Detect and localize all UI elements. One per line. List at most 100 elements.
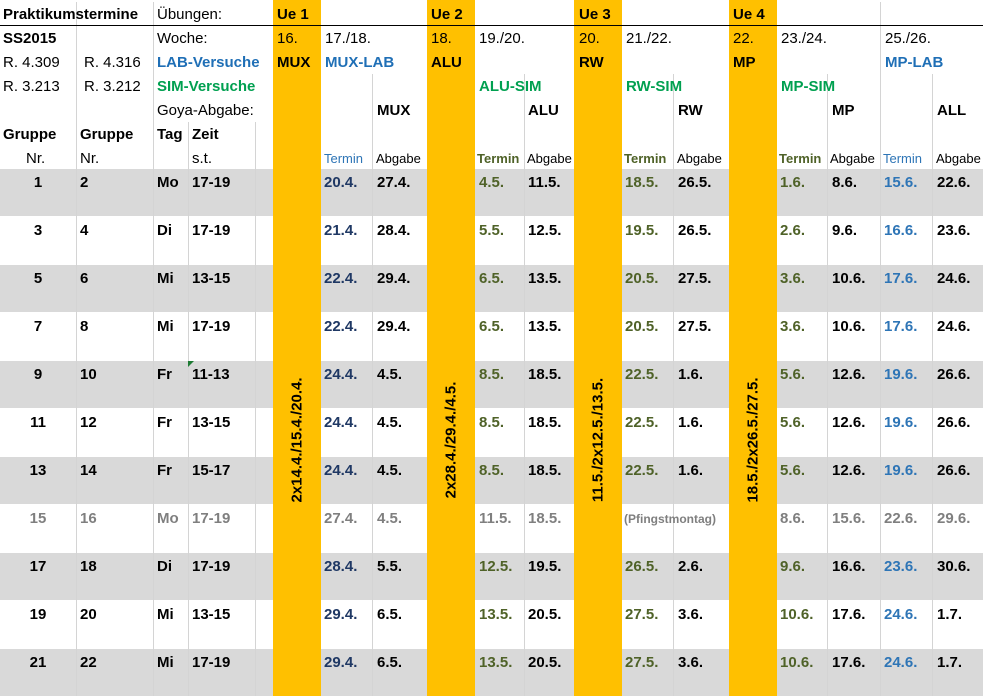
alu-abgabe: 20.5.	[528, 606, 562, 623]
group-number-2: 20	[80, 606, 97, 623]
mp-lab-abgabe: 1.7.	[937, 654, 963, 671]
gruppe-header-2: Gruppe	[80, 126, 134, 143]
mp-termin: 1.6.	[780, 174, 806, 191]
mp-termin: 9.6.	[780, 558, 806, 575]
mux-termin: 22.4.	[324, 270, 358, 287]
mp-termin: 3.6.	[780, 270, 806, 287]
gridline	[188, 122, 189, 696]
nr-header-2: Nr.	[80, 150, 100, 167]
mp-abgabe: 12.6.	[832, 414, 866, 431]
mp-termin: 3.6.	[780, 318, 806, 335]
mux-termin: 20.4.	[324, 174, 358, 191]
cell-comment-marker	[188, 361, 194, 367]
group-number-1: 1	[33, 174, 43, 191]
header-separator	[0, 25, 983, 26]
alu-termin: 8.5.	[479, 462, 505, 479]
mux-abgabe: 28.4.	[377, 222, 411, 239]
day-cell: Di	[157, 558, 172, 575]
topic-alu-sim: ALU-SIM	[479, 78, 542, 95]
mp-lab-abgabe: 24.6.	[937, 270, 971, 287]
group-number-1: 5	[33, 270, 43, 287]
gridline	[673, 74, 674, 696]
rw-termin: 22.5.	[625, 366, 659, 383]
mp-lab-abgabe: 29.6.	[937, 510, 971, 527]
mp-lab-abgabe: 30.6.	[937, 558, 971, 575]
mux-termin: 29.4.	[324, 654, 358, 671]
mp-lab-abgabe: 26.6.	[937, 366, 971, 383]
semester-label: SS2015	[3, 30, 57, 47]
mux-abgabe: 4.5.	[377, 366, 403, 383]
topic-rw-sim: RW-SIM	[626, 78, 683, 95]
rw-abgabe: 3.6.	[678, 606, 704, 623]
room-sim-b: R. 3.212	[84, 78, 141, 95]
row-band	[0, 457, 983, 504]
ue3-column	[574, 0, 622, 696]
alu-abgabe: 18.5.	[528, 366, 562, 383]
alu-termin: 13.5.	[479, 654, 513, 671]
mp-lab-termin: 19.6.	[884, 414, 918, 431]
gridline	[827, 74, 828, 696]
sheet-title: Praktikumstermine	[3, 6, 139, 23]
termin-header: Termin	[324, 151, 364, 166]
alu-termin: 4.5.	[479, 174, 505, 191]
time-cell: 17-19	[192, 558, 231, 575]
alu-abgabe: 18.5.	[528, 462, 562, 479]
lab-versuche-label: LAB-Versuche	[157, 54, 260, 71]
week-16: 16.	[277, 30, 298, 47]
rw-termin: 18.5.	[625, 174, 659, 191]
time-cell: 13-15	[192, 270, 231, 287]
ue3-dates: 11.5./2x12.5./13.5.	[589, 377, 607, 503]
mux-abgabe: 4.5.	[377, 414, 403, 431]
abgabe-header: Abgabe	[677, 151, 722, 166]
mp-termin: 2.6.	[780, 222, 806, 239]
week-21-22: 21./22.	[626, 30, 672, 47]
tag-header: Tag	[157, 126, 183, 143]
gridline	[372, 74, 373, 696]
goya-all: ALL	[937, 102, 967, 119]
alu-termin: 8.5.	[479, 366, 505, 383]
ue2-dates: 2x28.4./29.4./4.5.	[442, 381, 460, 499]
day-cell: Mi	[157, 270, 174, 287]
mux-abgabe: 27.4.	[377, 174, 411, 191]
mp-lab-abgabe: 1.7.	[937, 606, 963, 623]
mux-termin: 29.4.	[324, 606, 358, 623]
rw-abgabe: 3.6.	[678, 654, 704, 671]
goya-mux: MUX	[377, 102, 411, 119]
day-cell: Fr	[157, 414, 172, 431]
day-cell: Fr	[157, 462, 172, 479]
mux-termin: 27.4.	[324, 510, 358, 527]
goya-rw: RW	[678, 102, 703, 119]
alu-termin: 8.5.	[479, 414, 505, 431]
day-cell: Fr	[157, 366, 172, 383]
mp-termin: 5.6.	[780, 462, 806, 479]
alu-termin: 11.5.	[479, 510, 512, 527]
ue1-header: Ue 1	[277, 6, 309, 23]
group-number-1: 19	[29, 606, 47, 623]
group-number-2: 4	[80, 222, 89, 239]
mux-abgabe: 6.5.	[377, 606, 403, 623]
rw-termin: 22.5.	[625, 462, 659, 479]
mux-abgabe: 29.4.	[377, 318, 411, 335]
mux-termin: 21.4.	[324, 222, 358, 239]
mp-termin: 8.6.	[780, 510, 806, 527]
mp-lab-termin: 22.6.	[884, 510, 918, 527]
row-band	[0, 553, 983, 600]
termin-header: Termin	[477, 151, 520, 166]
time-cell: 17-19	[192, 318, 231, 335]
mp-lab-abgabe: 24.6.	[937, 318, 971, 335]
group-number-2: 16	[80, 510, 97, 527]
gridline	[255, 122, 256, 696]
group-number-2: 12	[80, 414, 97, 431]
time-cell: 13-15	[192, 414, 231, 431]
group-number-2: 22	[80, 654, 97, 671]
mp-abgabe: 17.6.	[832, 606, 866, 623]
alu-abgabe: 13.5.	[528, 318, 562, 335]
alu-termin: 6.5.	[479, 270, 505, 287]
group-number-2: 2	[80, 174, 89, 191]
day-cell: Mo	[157, 174, 179, 191]
mp-lab-termin: 19.6.	[884, 462, 918, 479]
rw-termin: 19.5.	[625, 222, 659, 239]
row-band	[0, 361, 983, 408]
mp-lab-abgabe: 26.6.	[937, 414, 971, 431]
